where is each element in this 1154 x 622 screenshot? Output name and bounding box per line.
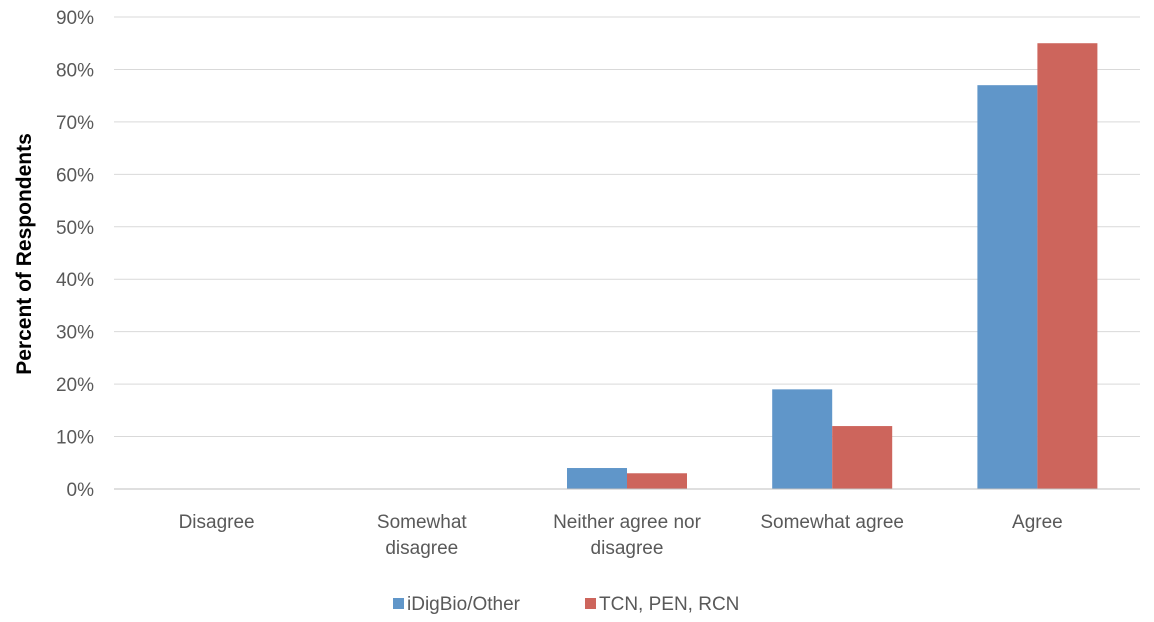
legend: iDigBio/Other TCN, PEN, RCN [393,594,739,615]
bar [832,426,893,489]
x-tick-label: Somewhat agree [760,512,904,533]
legend-label: iDigBio/Other [407,594,521,615]
y-tick-label: 30% [56,323,94,344]
gridlines [114,16,1140,438]
bar [627,473,687,489]
x-tick-label: Neither agree nor disagree [553,512,702,559]
y-tick-label: 0% [67,480,95,501]
y-tick-label: 80% [56,60,94,81]
legend-swatch [393,598,404,609]
y-tick-label: 60% [56,165,94,186]
y-axis-title: Percent of Respondents [13,133,36,375]
y-tick-label: 40% [56,270,94,291]
bar [567,468,627,489]
bar [1037,43,1098,489]
bar [977,85,1038,489]
legend-label: TCN, PEN, RCN [599,594,739,615]
x-tick-label: Disagree [179,512,255,533]
legend-swatch [585,598,596,609]
bar [772,389,833,489]
bars [567,43,1098,489]
legend-item: iDigBio/Other [393,594,521,615]
x-tick-label: Agree [1012,512,1063,533]
y-tick-label: 50% [56,218,94,239]
x-tick-label: Somewhat disagree [377,512,467,559]
category-labels: Disagree Somewhat disagree Neither agree no… [179,512,1063,559]
legend-item: TCN, PEN, RCN [585,594,739,615]
y-tick-label: 90% [56,8,94,29]
y-tick-label: 20% [56,375,94,396]
y-tick-label: 70% [56,113,94,134]
y-tick-label: 10% [56,428,94,449]
y-tick-labels: 0% 10% 20% 30% 40% 50% 60% 70% 80% 90% [56,8,94,501]
